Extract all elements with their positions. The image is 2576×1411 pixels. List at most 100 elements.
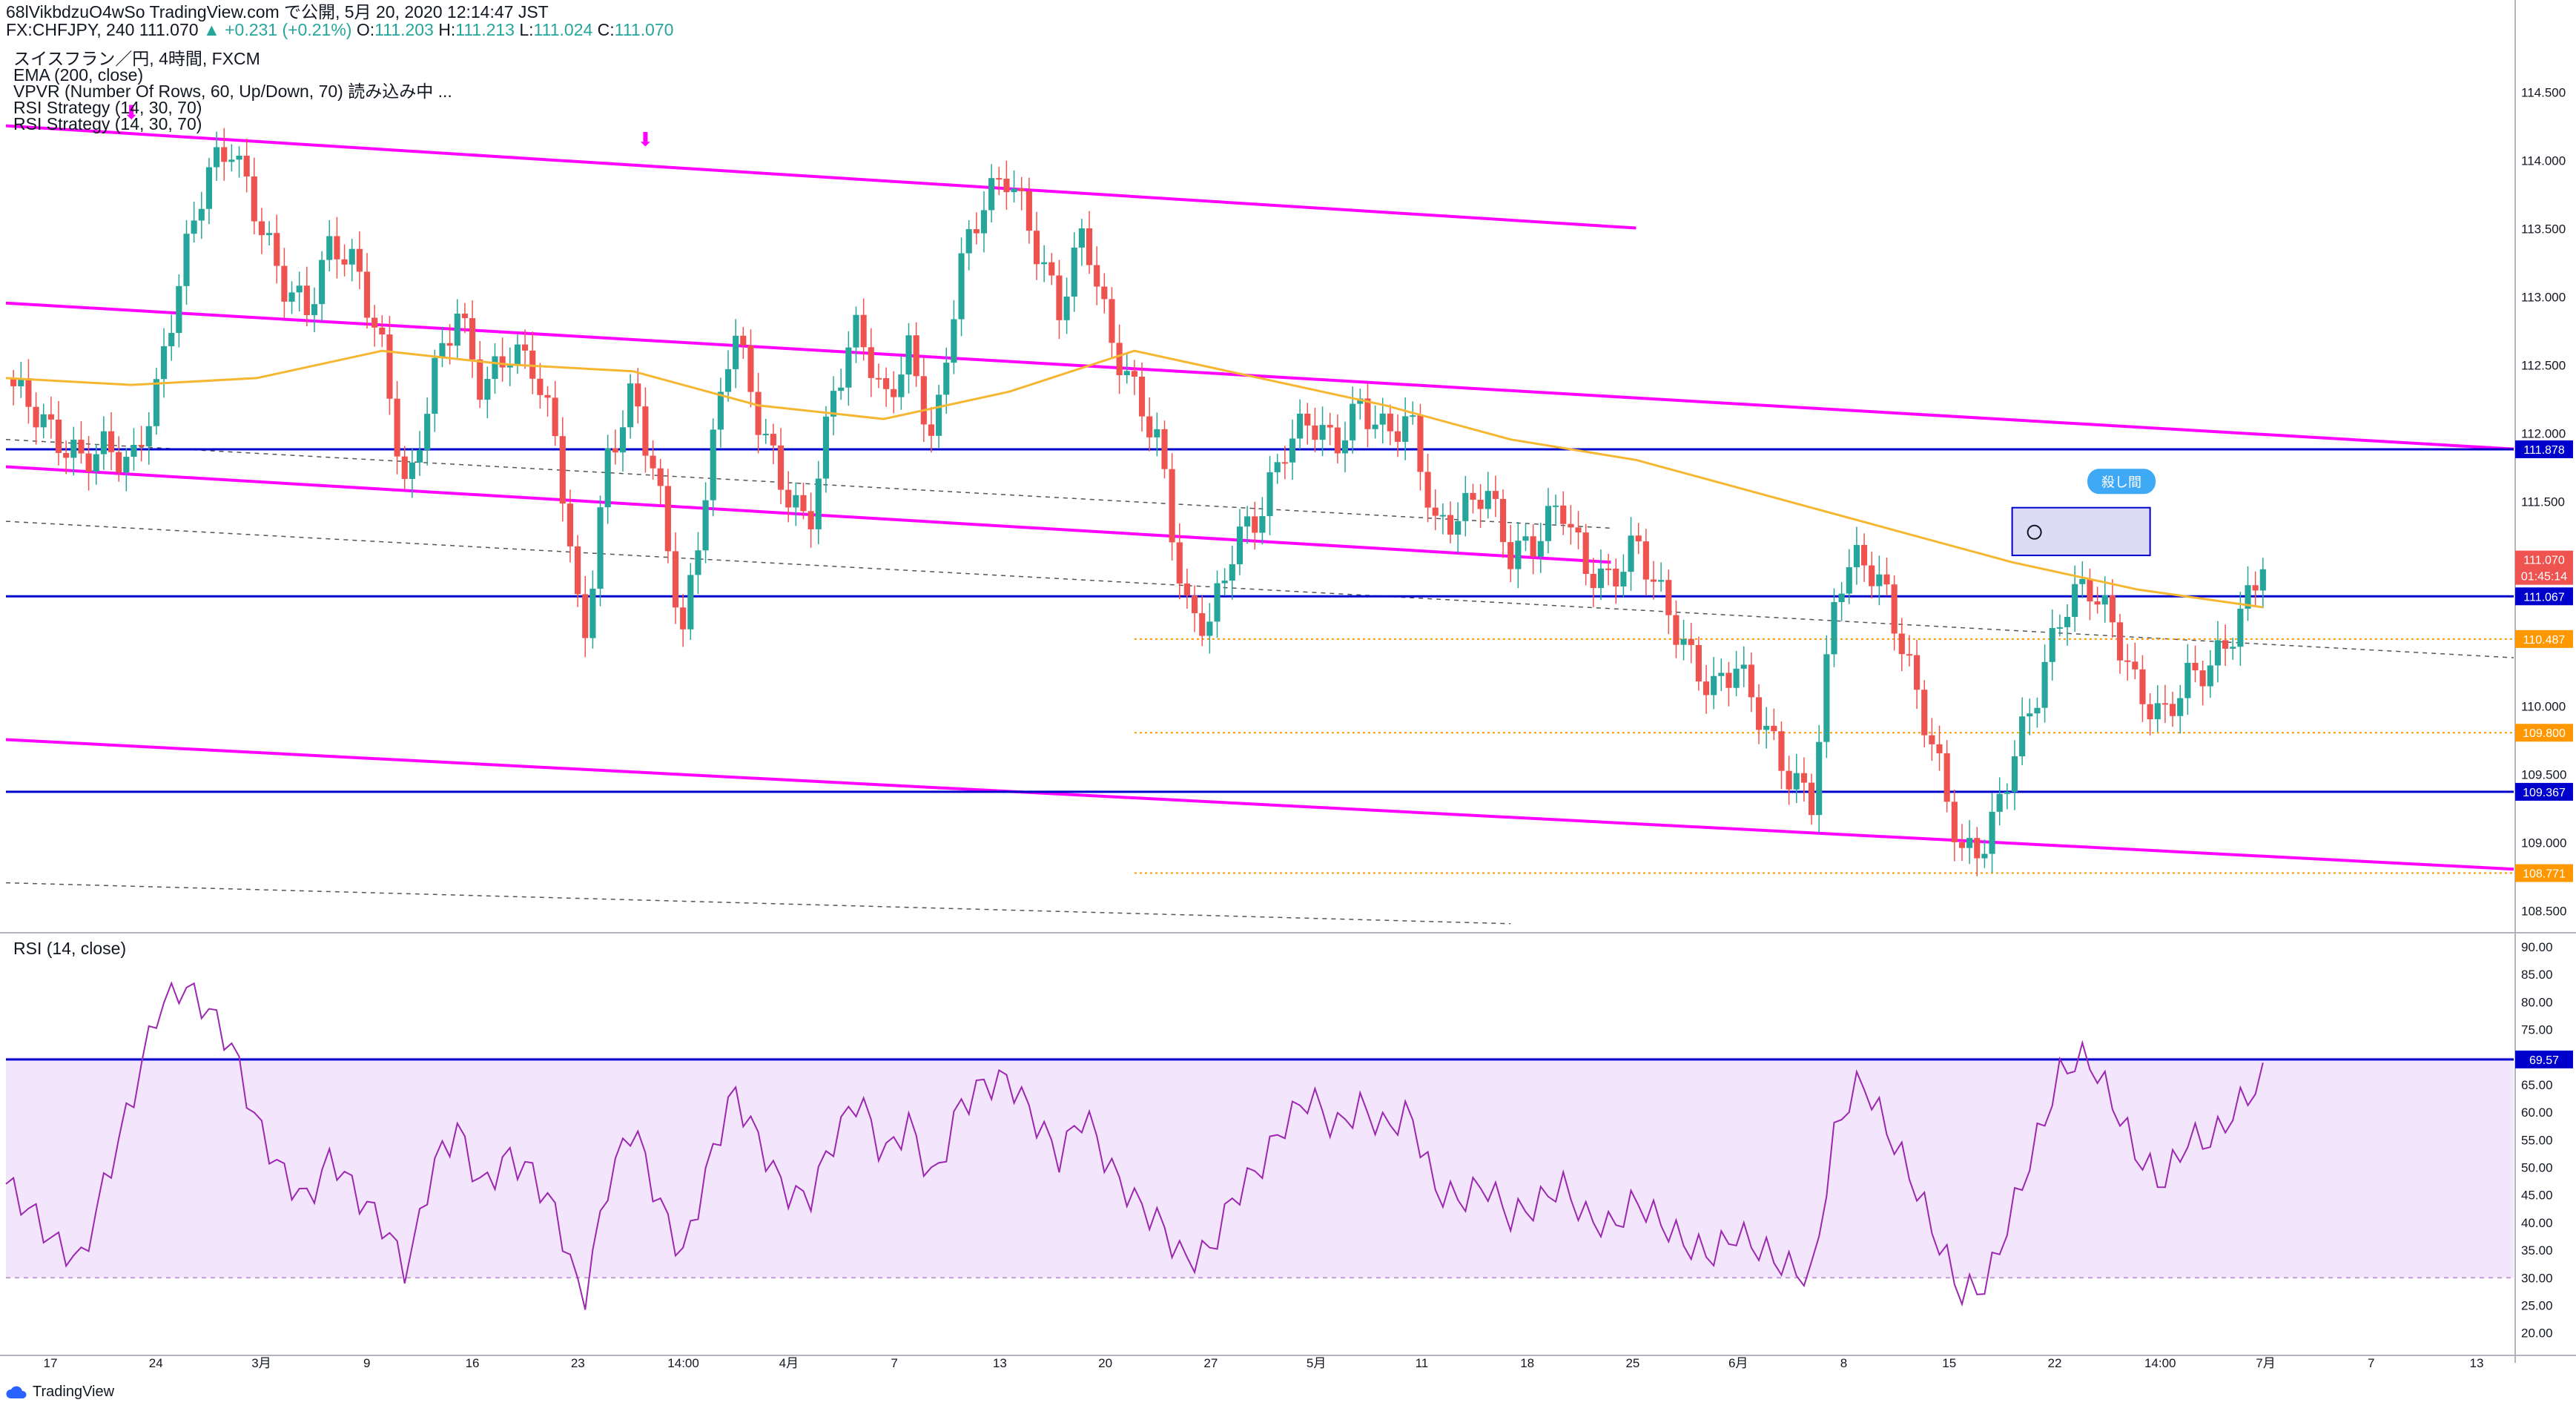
candle-body (958, 253, 965, 320)
price-label-box (2515, 724, 2573, 742)
candle-body (1041, 262, 1048, 265)
candle-body (1755, 697, 1763, 730)
candle-body (1658, 580, 1665, 582)
candle-body (1605, 568, 1612, 570)
candle-body (191, 220, 197, 234)
ohlc-o-label: O: (356, 20, 375, 39)
candle-body (2252, 585, 2259, 591)
price-label-text: 111.878 (2523, 444, 2565, 457)
candle-body (1146, 416, 1153, 437)
price-label-box (2515, 864, 2573, 882)
indicator-rsi-strategy-2[interactable]: RSI Strategy (14, 30, 70) (13, 114, 202, 133)
ohlc-h-label: H: (438, 20, 456, 39)
indicator-ema[interactable]: EMA (200, close) (13, 65, 144, 85)
candle-body (1921, 690, 1928, 736)
candle-body (1786, 770, 1792, 790)
candle-body (2139, 669, 2146, 704)
candle-body (2109, 595, 2116, 623)
candle-body (296, 285, 303, 293)
candle-body (822, 416, 829, 479)
rsi-tick-label: 80.00 (2521, 995, 2553, 1009)
candle-body (575, 546, 581, 595)
candle-body (635, 383, 641, 407)
candle-body (477, 359, 483, 400)
candle-body (1379, 413, 1386, 425)
rsi-band (6, 1057, 2514, 1278)
candle-body (2034, 707, 2041, 714)
candle-body (1507, 542, 1514, 569)
rsi-pane-title[interactable]: RSI (14, close) (13, 939, 127, 958)
price-label-text: 111.067 (2523, 591, 2565, 604)
candle-body (936, 394, 942, 436)
candle-body (2184, 662, 2191, 698)
candle-body (1860, 544, 1868, 566)
price-tick-label: 113.000 (2521, 291, 2566, 305)
candle-body (1094, 265, 1100, 287)
candle-body (582, 594, 589, 638)
dashed-trend-line (5, 882, 1511, 925)
candle-body (1026, 191, 1032, 231)
candle-body (612, 448, 618, 453)
candle-body (1484, 491, 1491, 509)
candle-body (85, 453, 92, 472)
cloud-logo-icon (6, 1386, 27, 1398)
candle-body (905, 335, 912, 375)
candle-body (1334, 427, 1341, 454)
tradingview-logo[interactable]: TradingView (6, 1384, 114, 1401)
indicator-vpvr[interactable]: VPVR (Number Of Rows, 60, Up/Down, 70) 読… (13, 82, 452, 101)
candle-body (777, 445, 785, 490)
price-tick-label: 114.000 (2521, 154, 2566, 168)
candle-body (1191, 595, 1198, 614)
time-tick-label: 18 (1520, 1356, 1534, 1370)
candle-body (1906, 654, 1913, 656)
candle-body (740, 335, 747, 346)
ohlc-l-value: 111.024 (533, 20, 593, 39)
candle-body (559, 436, 566, 504)
candle-body (2207, 665, 2213, 687)
candle-body (1018, 188, 1025, 191)
candle-body (2199, 670, 2206, 687)
candle-body (1048, 262, 1055, 276)
rsi-tick-label: 50.00 (2521, 1160, 2553, 1174)
candle-body (733, 335, 739, 369)
candle-body (160, 346, 168, 380)
price-label-text: 111.070 (2523, 555, 2565, 567)
ohlc-h-value: 111.213 (455, 20, 515, 39)
candle-body (363, 271, 371, 318)
annotation-box (2011, 506, 2151, 557)
candle-body (702, 500, 709, 551)
candle-body (853, 314, 859, 348)
indicator-rsi-strategy-1[interactable]: RSI Strategy (14, 30, 70) (13, 98, 202, 117)
candle-body (1410, 415, 1416, 417)
candle-body (2049, 628, 2055, 662)
candle-body (1718, 673, 1725, 676)
candle-body (1266, 472, 1273, 517)
rsi-tick-label: 45.00 (2521, 1189, 2553, 1203)
candle-body (1582, 532, 1589, 575)
candle-body (1394, 431, 1401, 442)
candle-body (2192, 662, 2199, 671)
candle-body (1568, 523, 1574, 528)
candle-body (1319, 425, 1326, 440)
time-tick-label: 14:00 (2144, 1356, 2176, 1370)
price-label-box (2515, 630, 2573, 648)
candle-body (695, 550, 701, 575)
time-tick-label: 27 (1203, 1356, 1218, 1370)
candle-body (424, 414, 431, 450)
candle-body (18, 378, 24, 386)
time-tick-label: 9 (363, 1356, 370, 1370)
candle-body (281, 265, 288, 302)
candle-body (311, 304, 318, 316)
candle-body (1650, 579, 1657, 582)
candle-body (93, 454, 99, 472)
candle-body (1071, 247, 1077, 297)
candle-body (2222, 640, 2229, 649)
candle-body (1515, 541, 1522, 569)
indicator-symbol[interactable]: スイスフラン／円, 4時間, FXCM (13, 49, 260, 68)
candle-body (228, 159, 235, 162)
dashed-trend-line (5, 438, 1611, 529)
candle-body (176, 285, 182, 334)
candle-body (1778, 731, 1785, 771)
time-tick-label: 22 (2047, 1356, 2061, 1370)
